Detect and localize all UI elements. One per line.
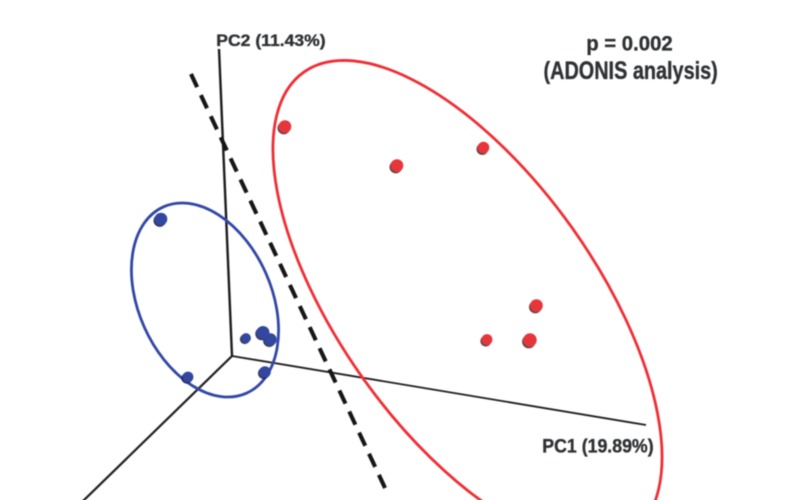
svg-text:(ADONIS analysis): (ADONIS analysis)	[544, 57, 718, 85]
svg-text:p = 0.002: p = 0.002	[586, 33, 673, 56]
svg-text:PC2 (11.43%): PC2 (11.43%)	[216, 32, 325, 50]
svg-text:PC1 (19.89%): PC1 (19.89%)	[542, 436, 653, 457]
